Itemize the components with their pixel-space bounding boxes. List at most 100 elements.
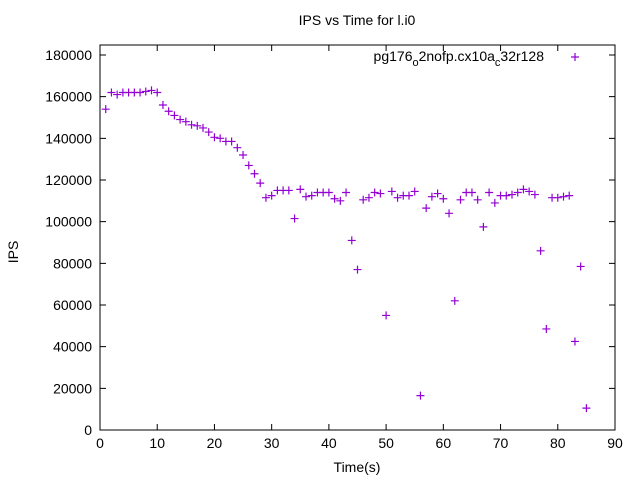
data-point (479, 222, 488, 231)
data-point (370, 188, 379, 197)
x-tick-label: 10 (149, 435, 165, 451)
data-point (296, 185, 305, 194)
data-point (199, 123, 207, 132)
data-point (353, 265, 362, 274)
data-point (347, 236, 356, 245)
data-point (101, 105, 110, 114)
x-tick-label: 70 (493, 435, 509, 451)
data-point (525, 187, 534, 196)
data-point (330, 194, 339, 203)
data-point (261, 193, 270, 202)
data-point (170, 111, 179, 120)
legend-marker (571, 53, 579, 61)
x-tick-label: 80 (550, 435, 566, 451)
y-tick-label: 140000 (45, 130, 92, 146)
data-point (456, 195, 465, 204)
data-point (530, 190, 539, 199)
data-point (364, 193, 373, 202)
data-point (519, 185, 528, 194)
data-point (405, 191, 413, 200)
data-point (559, 192, 568, 201)
data-point (210, 133, 219, 142)
y-tick-label: 180000 (45, 47, 92, 63)
data-point (382, 311, 391, 320)
data-point (164, 107, 173, 116)
data-point (187, 120, 196, 129)
data-point (342, 188, 351, 197)
y-tick-label: 120000 (45, 172, 92, 188)
data-point (387, 187, 396, 196)
data-point (513, 188, 522, 197)
x-tick-label: 0 (96, 435, 104, 451)
data-point (502, 191, 511, 200)
y-axis-label: IPS (5, 241, 21, 264)
data-point (393, 193, 402, 202)
data-point (359, 195, 368, 204)
data-point (302, 192, 310, 201)
x-axis-label: Time(s) (334, 459, 381, 475)
x-tick-label: 60 (436, 435, 452, 451)
data-point (284, 186, 293, 195)
data-point (256, 179, 265, 188)
x-tick-label: 40 (321, 435, 337, 451)
data-point (427, 192, 436, 201)
data-point (233, 143, 242, 152)
data-point (542, 324, 551, 333)
data-point (141, 87, 150, 96)
data-point (324, 188, 333, 197)
data-point (553, 193, 562, 202)
data-point (267, 191, 276, 200)
data-point (422, 204, 431, 213)
data-point (136, 88, 145, 97)
data-point (336, 196, 345, 205)
data-point (153, 88, 162, 97)
data-point (113, 90, 122, 99)
data-point (307, 191, 316, 200)
data-point (376, 189, 385, 198)
data-point (181, 117, 190, 126)
x-tick-label: 90 (607, 435, 623, 451)
data-point (467, 188, 476, 197)
y-tick-label: 100000 (45, 214, 92, 230)
data-point (416, 391, 425, 400)
x-tick-label: 30 (264, 435, 280, 451)
data-point (570, 337, 579, 346)
y-tick-label: 80000 (53, 255, 92, 271)
data-point (445, 209, 454, 218)
plot-border (99, 44, 616, 431)
data-point (216, 134, 225, 143)
data-point (107, 88, 116, 97)
x-tick-label: 20 (207, 435, 223, 451)
y-tick-label: 20000 (53, 380, 92, 396)
data-point (450, 296, 459, 305)
chart-title: IPS vs Time for l.i0 (299, 12, 416, 28)
data-point (576, 262, 585, 271)
data-point (204, 128, 213, 137)
data-point (227, 137, 236, 146)
data-point (290, 214, 299, 223)
legend: pg176o2nofp.cx10ac32r128 (374, 48, 579, 69)
data-point (582, 404, 591, 413)
data-point (193, 121, 202, 130)
data-point (565, 191, 574, 200)
data-point (508, 190, 516, 199)
data-point (239, 151, 248, 159)
y-tick-label: 0 (84, 422, 92, 438)
y-tick-label: 40000 (53, 339, 92, 355)
data-point (433, 189, 442, 198)
data-point (536, 246, 545, 255)
data-point (490, 198, 499, 207)
data-point (439, 194, 448, 203)
data-point (147, 86, 156, 95)
data-point (176, 115, 185, 124)
y-tick-label: 60000 (53, 297, 92, 313)
data-point (410, 187, 419, 196)
x-tick-label: 50 (378, 435, 394, 451)
data-point (473, 195, 482, 204)
data-point (244, 161, 253, 170)
data-point (250, 169, 259, 178)
y-tick-label: 160000 (45, 89, 92, 105)
data-point (485, 188, 494, 197)
